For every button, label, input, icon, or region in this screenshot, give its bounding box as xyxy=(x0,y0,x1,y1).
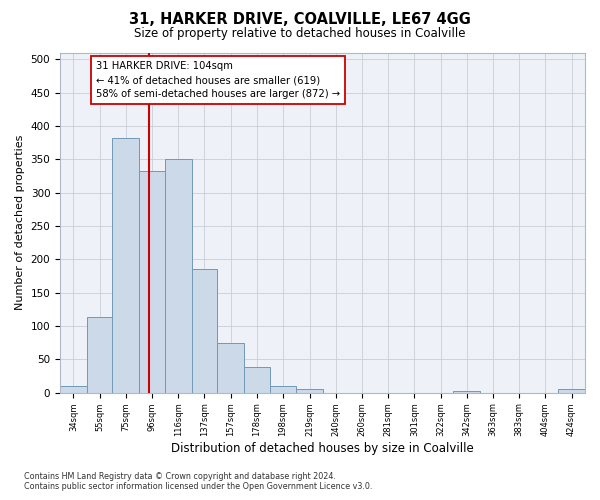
Bar xyxy=(244,368,269,392)
Bar xyxy=(217,342,244,392)
Bar xyxy=(139,170,165,392)
Text: Size of property relative to detached houses in Coalville: Size of property relative to detached ho… xyxy=(134,28,466,40)
Text: 31, HARKER DRIVE, COALVILLE, LE67 4GG: 31, HARKER DRIVE, COALVILLE, LE67 4GG xyxy=(129,12,471,28)
Bar xyxy=(558,390,585,392)
Y-axis label: Number of detached properties: Number of detached properties xyxy=(15,135,25,310)
Bar xyxy=(165,159,191,392)
Bar xyxy=(112,138,139,392)
Bar xyxy=(191,270,217,392)
Bar xyxy=(454,390,480,392)
Bar xyxy=(87,316,112,392)
Text: 31 HARKER DRIVE: 104sqm
← 41% of detached houses are smaller (619)
58% of semi-d: 31 HARKER DRIVE: 104sqm ← 41% of detache… xyxy=(96,61,340,99)
Bar xyxy=(296,390,323,392)
Bar xyxy=(60,386,87,392)
Bar xyxy=(269,386,296,392)
Text: Contains HM Land Registry data © Crown copyright and database right 2024.
Contai: Contains HM Land Registry data © Crown c… xyxy=(24,472,373,491)
X-axis label: Distribution of detached houses by size in Coalville: Distribution of detached houses by size … xyxy=(171,442,474,455)
